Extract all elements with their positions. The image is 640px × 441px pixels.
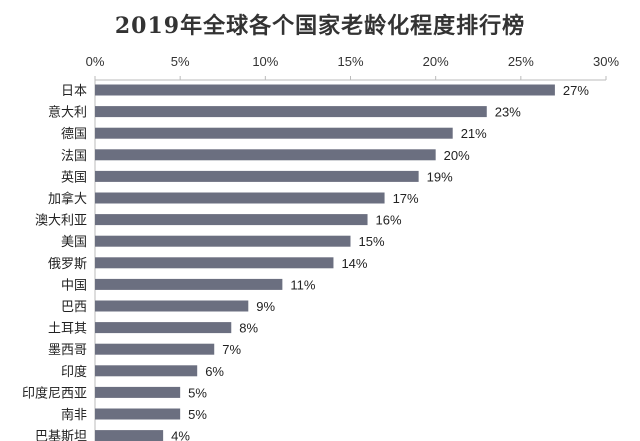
bar [95, 430, 164, 441]
x-tick-label: 20% [423, 54, 449, 69]
category-label: 墨西哥 [48, 343, 87, 358]
category-label: 印度尼西亚 [22, 385, 87, 401]
value-label: 27% [563, 83, 589, 98]
x-tick-label: 25% [508, 54, 534, 69]
bar [95, 278, 283, 290]
bar [95, 257, 334, 269]
value-label: 16% [376, 213, 402, 228]
chart-title: 2019年全球各个国家老龄化程度排行榜 [114, 13, 526, 39]
bar [95, 106, 487, 118]
bar [95, 343, 215, 355]
value-label: 9% [256, 299, 275, 314]
x-tick-label: 0% [86, 54, 105, 69]
category-label: 巴基斯坦 [35, 430, 87, 441]
category-label: 南非 [61, 407, 87, 423]
value-label: 11% [290, 277, 315, 292]
bar [95, 214, 368, 226]
value-label: 14% [341, 256, 367, 271]
x-tick-label: 30% [593, 54, 619, 69]
bar [95, 149, 436, 161]
category-label: 德国 [61, 127, 87, 142]
value-label: 21% [461, 126, 487, 141]
category-label: 澳大利亚 [35, 213, 87, 229]
category-label: 中国 [61, 278, 87, 293]
value-label: 8% [239, 321, 258, 336]
category-label: 巴西 [61, 300, 87, 315]
bar [95, 408, 181, 420]
category-label: 日本 [61, 84, 87, 99]
bar [95, 235, 351, 247]
value-label: 5% [188, 385, 207, 400]
category-label: 意大利 [48, 105, 87, 121]
x-tick-label: 10% [252, 54, 278, 69]
bar [95, 365, 198, 377]
category-label: 英国 [61, 170, 87, 185]
value-label: 20% [444, 148, 470, 163]
value-label: 4% [171, 429, 190, 441]
bar [95, 170, 419, 182]
value-label: 17% [393, 191, 419, 206]
bar [95, 322, 232, 334]
value-label: 23% [495, 105, 521, 120]
category-label: 法国 [61, 149, 87, 164]
category-label: 美国 [61, 235, 87, 250]
x-tick-label: 15% [337, 54, 363, 69]
x-tick-label: 5% [171, 54, 190, 69]
value-label: 6% [205, 364, 224, 379]
bar [95, 84, 555, 96]
value-label: 19% [427, 169, 453, 184]
category-label: 加拿大 [48, 191, 87, 207]
bar [95, 192, 385, 204]
category-label: 印度 [61, 364, 87, 380]
value-label: 7% [222, 342, 241, 357]
bar [95, 300, 249, 312]
category-label: 土耳其 [48, 322, 87, 337]
value-label: 15% [359, 234, 385, 249]
category-label: 俄罗斯 [48, 257, 87, 272]
bar [95, 386, 181, 398]
value-label: 5% [188, 407, 207, 422]
bar [95, 127, 453, 139]
